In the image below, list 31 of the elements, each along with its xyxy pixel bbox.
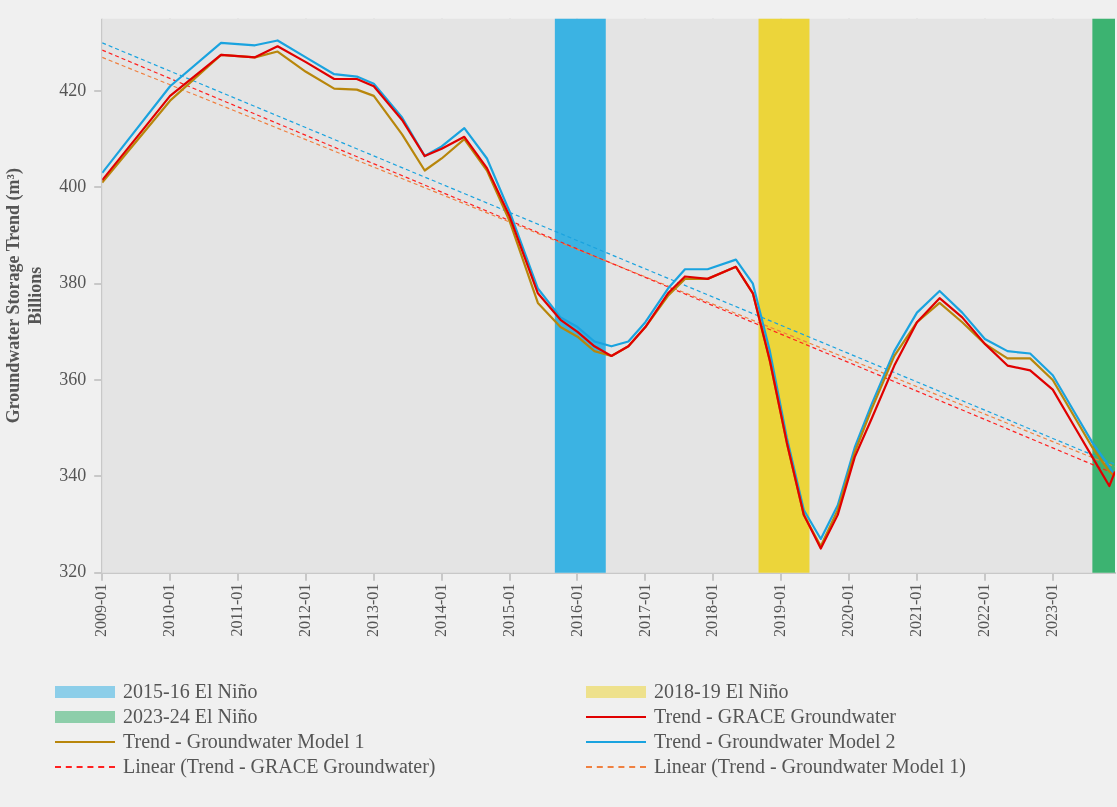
x-tick-label: 2021-01 bbox=[907, 583, 925, 637]
legend-label: Trend - GRACE Groundwater bbox=[654, 705, 897, 728]
legend-label: 2015-16 El Niño bbox=[123, 680, 258, 703]
y-tick-label: 420 bbox=[59, 79, 87, 100]
legend-label: 2023-24 El Niño bbox=[123, 705, 258, 728]
legend-label: 2018-19 El Niño bbox=[654, 680, 789, 703]
x-tick-label: 2009-01 bbox=[92, 583, 110, 637]
x-tick-label: 2010-01 bbox=[160, 583, 178, 637]
legend-label: Linear (Trend - Groundwater Model 1) bbox=[654, 755, 966, 778]
y-tick-label: 360 bbox=[59, 368, 87, 389]
x-tick-label: 2011-01 bbox=[228, 583, 246, 637]
x-tick-label: 2020-01 bbox=[839, 583, 857, 637]
y-axis-title: Groundwater Storage Trend (m³) bbox=[3, 168, 25, 424]
y-tick-label: 320 bbox=[59, 561, 87, 582]
y-tick-label: 400 bbox=[59, 176, 87, 197]
x-tick-label: 2014-01 bbox=[431, 583, 449, 637]
x-tick-label: 2022-01 bbox=[975, 583, 993, 637]
x-tick-label: 2017-01 bbox=[635, 583, 653, 637]
x-tick-label: 2016-01 bbox=[567, 583, 585, 637]
text: Billions bbox=[25, 266, 46, 325]
x-tick-label: 2023-01 bbox=[1042, 583, 1060, 637]
x-tick-label: 2012-01 bbox=[296, 583, 314, 637]
x-tick-label: 2019-01 bbox=[771, 583, 789, 637]
x-tick-label: 2013-01 bbox=[363, 583, 381, 637]
legend-label: Linear (Trend - GRACE Groundwater) bbox=[123, 755, 436, 778]
legend-label: Trend - Groundwater Model 2 bbox=[654, 730, 896, 753]
x-tick-label: 2015-01 bbox=[499, 583, 517, 637]
legend-label: Trend - Groundwater Model 1 bbox=[123, 730, 365, 753]
y-tick-label: 340 bbox=[59, 465, 87, 486]
x-tick-label: 2018-01 bbox=[703, 583, 721, 637]
y-tick-label: 380 bbox=[59, 272, 87, 293]
